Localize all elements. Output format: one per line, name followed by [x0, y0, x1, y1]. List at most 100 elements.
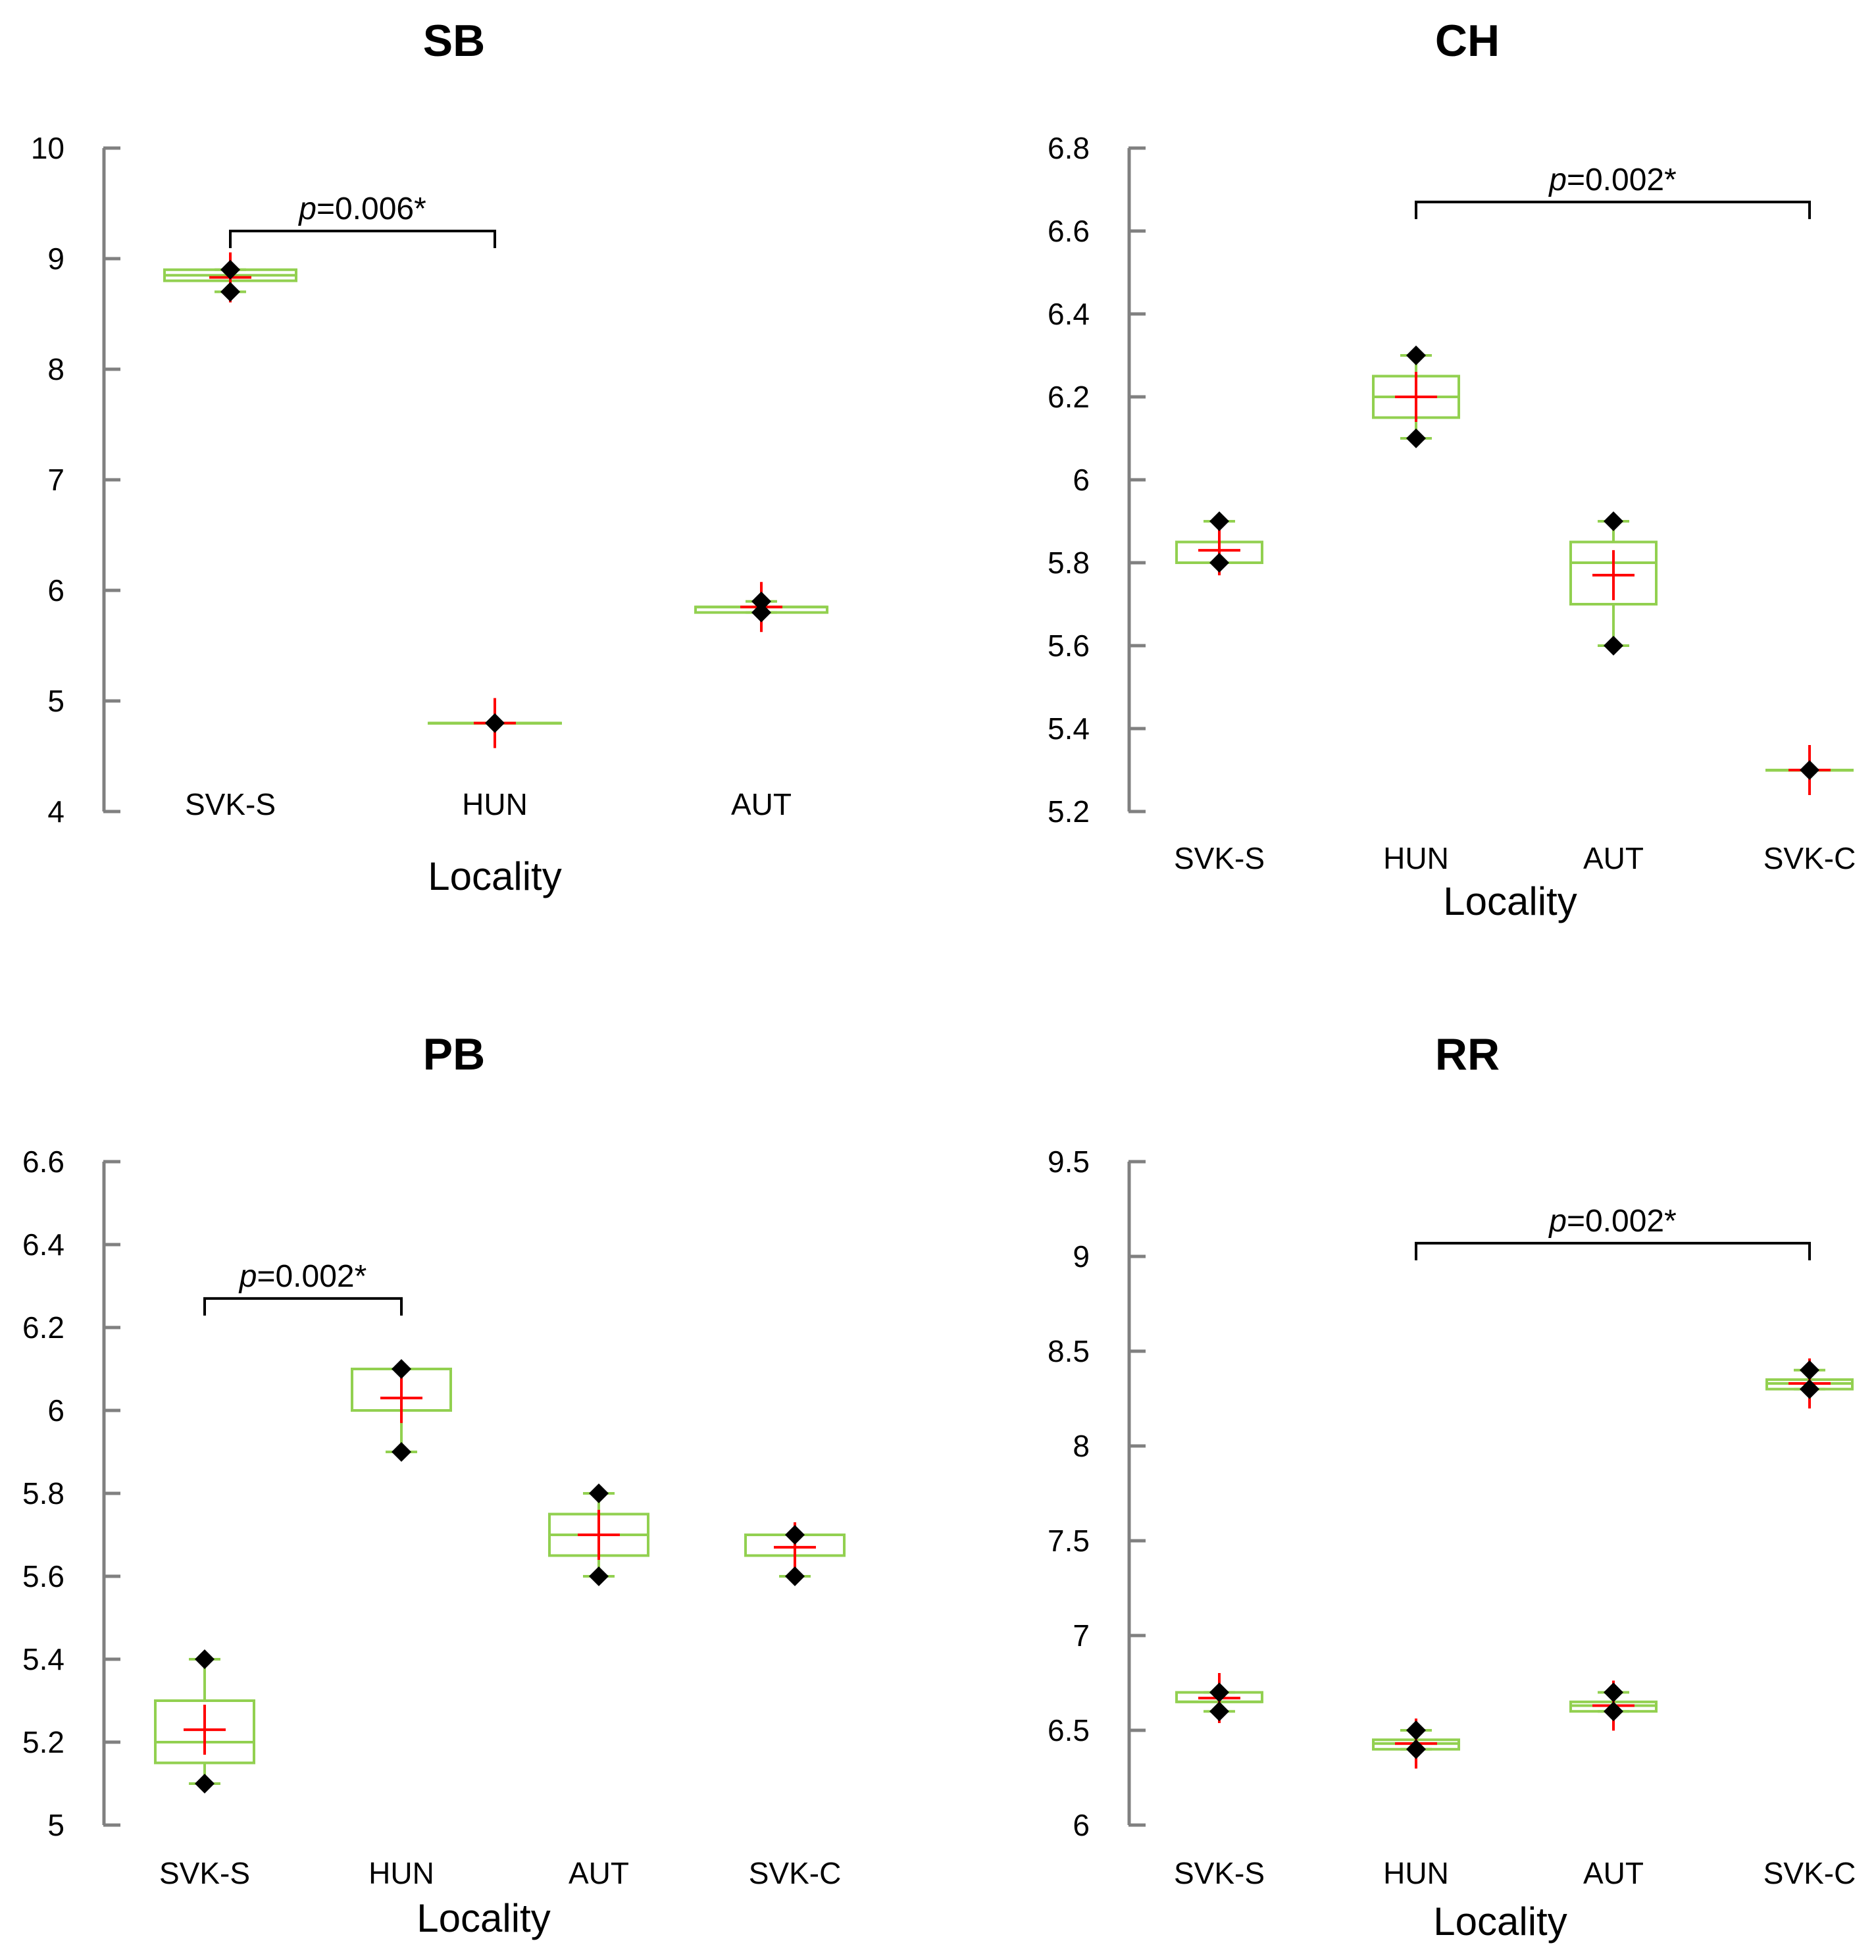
x-category-label: SVK-C: [1763, 841, 1856, 875]
y-tick-label: 9: [1073, 1239, 1090, 1274]
data-point: [1209, 1682, 1229, 1703]
box-svk-c: [744, 1522, 846, 1586]
significance-bracket: [229, 230, 496, 248]
data-point: [392, 1359, 411, 1379]
p-value-label: p=0.002*: [238, 1259, 367, 1294]
data-point: [1209, 553, 1229, 573]
x-category-label: AUT: [731, 787, 792, 821]
y-tick-label: 5: [47, 684, 64, 718]
x-category-label: SVK-S: [185, 787, 276, 821]
box-svk-s: [1175, 1673, 1263, 1724]
p-value-text: =0.002*: [1567, 163, 1677, 197]
y-tick-label: 9: [47, 242, 64, 276]
x-category-label: AUT: [569, 1856, 629, 1890]
p-value-label: p=0.002*: [1548, 1204, 1677, 1239]
box-svk-s: [1175, 511, 1263, 576]
iqr-box: [1569, 540, 1658, 606]
p-value-symbol: p: [238, 1259, 257, 1294]
box-aut: [1569, 1680, 1658, 1731]
box-svk-s: [163, 252, 297, 303]
data-point: [751, 591, 771, 611]
data-point: [1800, 1379, 1819, 1399]
panel-ch: CH 5.2 5.4 5.6 5.8 6 6.2 6.4 6.6 6.8 SVK-S HUN AUT SV…: [1048, 16, 1856, 923]
y-tick-label: 10: [31, 131, 64, 165]
panel-rr: RR 6 6.5 7 7.5 8 8.5 9 9.5 SVK-S HUN AUT SVK-C p=0.00…: [1048, 1029, 1856, 1944]
data-point: [1406, 346, 1426, 365]
y-tick-label: 8: [1073, 1429, 1090, 1463]
box-svk-s: [154, 1649, 255, 1793]
data-point: [1209, 511, 1229, 531]
y-tick-label: 9.5: [1048, 1145, 1090, 1179]
y-tick-label: 6.4: [22, 1227, 64, 1262]
data-point: [1800, 1360, 1819, 1380]
y-tick-label: 7: [1073, 1618, 1090, 1653]
significance-bracket: [1415, 200, 1811, 219]
x-axis-label: Locality: [428, 854, 561, 898]
data-point: [220, 282, 240, 302]
x-category-label: SVK-S: [1174, 1856, 1265, 1890]
y-tick-label: 5.4: [1048, 711, 1090, 746]
p-value-symbol: p: [1548, 163, 1567, 197]
x-category-label: AUT: [1583, 1856, 1644, 1890]
data-point: [220, 259, 240, 280]
data-point: [1406, 1739, 1426, 1759]
box-aut: [694, 582, 828, 632]
y-tick-label: 6.4: [1048, 297, 1090, 331]
data-point: [589, 1566, 609, 1586]
y-tick-label: 5.6: [22, 1559, 64, 1593]
y-tick-label: 5.2: [22, 1725, 64, 1759]
x-axis-label: Locality: [1433, 1899, 1567, 1944]
p-value-symbol: p: [297, 192, 317, 226]
x-category-label: AUT: [1583, 841, 1644, 875]
y-tick-label: 6: [1073, 1808, 1090, 1842]
data-point: [1604, 511, 1623, 531]
data-point: [1604, 636, 1623, 656]
box-hun: [1372, 1718, 1460, 1769]
box-hun: [428, 698, 562, 748]
chart-title: SB: [423, 16, 485, 66]
x-category-label: SVK-C: [1763, 1856, 1856, 1890]
iqr-box: [154, 1699, 255, 1765]
panel-sb: SB 4 5 6 7 8 9 10 SVK-S HUN AUT p=0.006* Locality: [31, 16, 828, 898]
y-tick-label: 6: [47, 1393, 64, 1428]
p-value-text: =0.002*: [1567, 1204, 1677, 1239]
x-category-label: SVK-S: [1174, 841, 1265, 875]
box-svk-c: [1765, 1358, 1854, 1408]
y-tick-label: 6.8: [1048, 131, 1090, 165]
x-category-label: HUN: [1383, 841, 1449, 875]
p-value-text: =0.006*: [317, 192, 426, 226]
y-tick-label: 4: [47, 794, 64, 829]
box-svk-c: [1765, 745, 1854, 795]
chart-title: CH: [1435, 16, 1500, 66]
x-category-label: HUN: [462, 787, 528, 821]
y-tick-label: 6.2: [22, 1310, 64, 1345]
data-point: [392, 1442, 411, 1462]
data-point: [1406, 1720, 1426, 1740]
data-point: [589, 1483, 609, 1503]
data-point: [785, 1566, 805, 1586]
y-tick-label: 8: [47, 352, 64, 386]
x-category-label: HUN: [368, 1856, 434, 1890]
p-value-label: p=0.002*: [1548, 163, 1677, 197]
y-tick-label: 6.2: [1048, 380, 1090, 414]
data-point: [195, 1774, 215, 1793]
data-point: [1604, 1682, 1623, 1703]
box-aut: [1569, 511, 1658, 656]
y-tick-label: 6: [47, 573, 64, 607]
x-axis-label: Locality: [417, 1896, 550, 1940]
data-point: [1604, 1701, 1623, 1722]
data-point: [485, 713, 505, 733]
y-tick-label: 5.8: [22, 1476, 64, 1510]
y-tick-label: 6.6: [1048, 214, 1090, 248]
y-tick-label: 6.6: [22, 1145, 64, 1179]
p-value-label: p=0.006*: [297, 192, 426, 226]
y-tick-label: 5.2: [1048, 794, 1090, 829]
box-hun: [351, 1359, 452, 1462]
data-point: [785, 1525, 805, 1545]
box-aut: [548, 1483, 649, 1586]
y-tick-label: 5.4: [22, 1642, 64, 1676]
y-tick-label: 7.5: [1048, 1524, 1090, 1558]
chart-title: RR: [1435, 1029, 1500, 1079]
data-point: [751, 602, 771, 623]
